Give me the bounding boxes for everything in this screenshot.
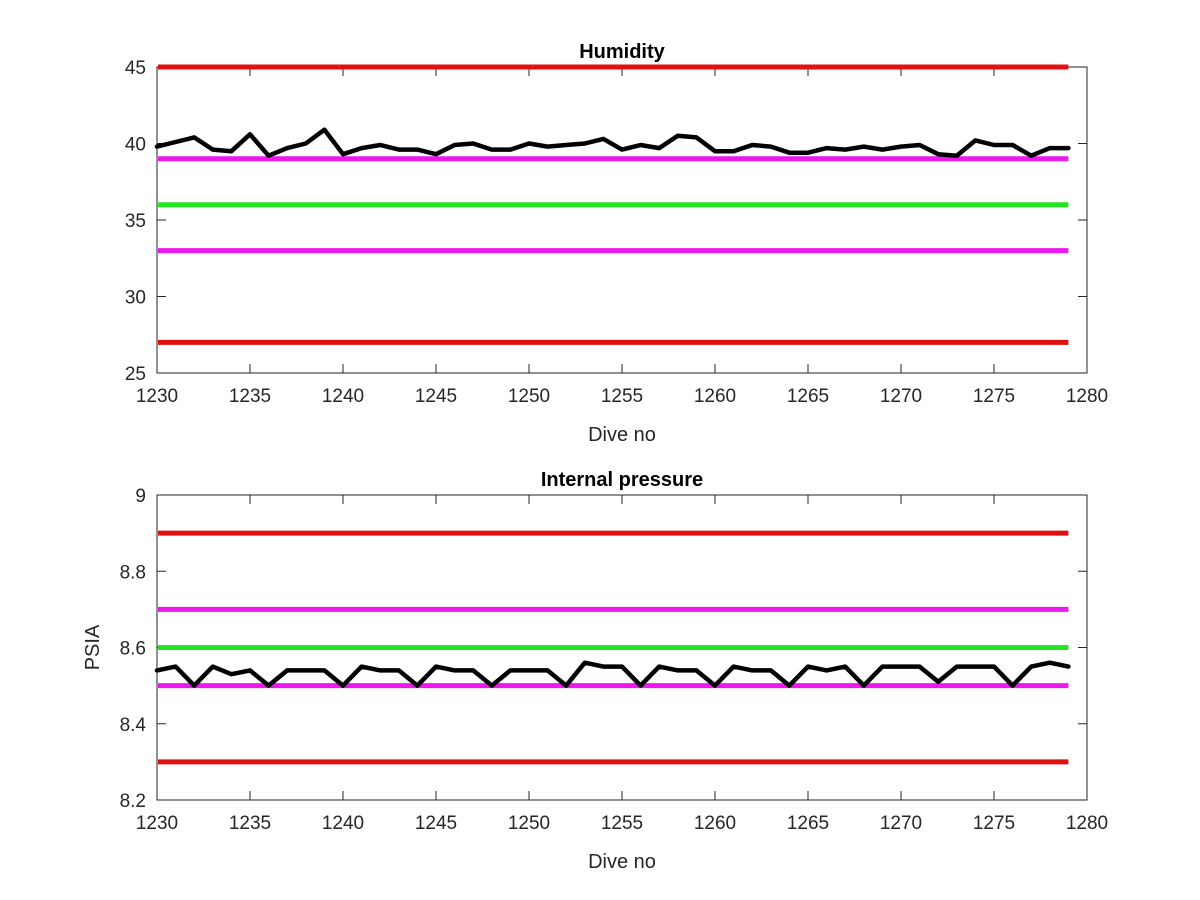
axes-frame [156, 66, 1088, 374]
x-tick-label: 1280 [1066, 813, 1108, 834]
x-tick-label: 1275 [973, 386, 1015, 407]
chart-title: Humidity [579, 41, 665, 63]
x-tick-label: 1260 [694, 813, 736, 834]
chart-title: Internal pressure [541, 469, 703, 491]
x-tick-label: 1260 [694, 386, 736, 407]
x-tick-label: 1240 [322, 386, 364, 407]
x-tick-label: 1230 [136, 386, 178, 407]
y-tick-label: 8.2 [120, 791, 146, 812]
x-tick-label: 1265 [787, 813, 829, 834]
x-tick-label: 1235 [229, 813, 271, 834]
x-axis-label: Dive no [588, 424, 656, 446]
y-axis-label: PSIA [82, 624, 104, 670]
x-tick-label: 1230 [136, 813, 178, 834]
x-tick-label: 1250 [508, 813, 550, 834]
chart-panel-2: 1230 1235 1240 1245 1250 1255 1260 1265 1270 1275… [82, 469, 1108, 873]
x-tick-label: 1255 [601, 813, 643, 834]
y-tick-label: 9 [135, 486, 146, 507]
x-tick-label: 1245 [415, 386, 457, 407]
chart-panel-1: 1230 1235 1240 1245 1250 1255 1260 1265 1270 1275… [125, 41, 1108, 446]
series-line [154, 660, 1071, 688]
y-tick-label: 8.4 [120, 715, 147, 736]
x-tick-label: 1235 [229, 386, 271, 407]
x-tick-label: 1240 [322, 813, 364, 834]
y-tick-label: 35 [125, 211, 146, 232]
x-tick-label: 1250 [508, 386, 550, 407]
x-tick-label: 1270 [880, 813, 922, 834]
y-tick-label: 8.8 [120, 562, 146, 583]
y-tick-label: 40 [125, 135, 146, 156]
x-tick-label: 1280 [1066, 386, 1108, 407]
x-axis-label: Dive no [588, 851, 656, 873]
x-tick-label: 1275 [973, 813, 1015, 834]
x-tick-label: 1270 [880, 386, 922, 407]
x-tick-label: 1255 [601, 386, 643, 407]
y-tick-label: 8.6 [120, 639, 146, 660]
x-tick-label: 1245 [415, 813, 457, 834]
series-line [154, 127, 1071, 158]
y-tick-label: 30 [125, 288, 146, 309]
y-tick-label: 45 [125, 58, 146, 79]
x-tick-label: 1265 [787, 386, 829, 407]
y-tick-label: 25 [125, 364, 146, 385]
